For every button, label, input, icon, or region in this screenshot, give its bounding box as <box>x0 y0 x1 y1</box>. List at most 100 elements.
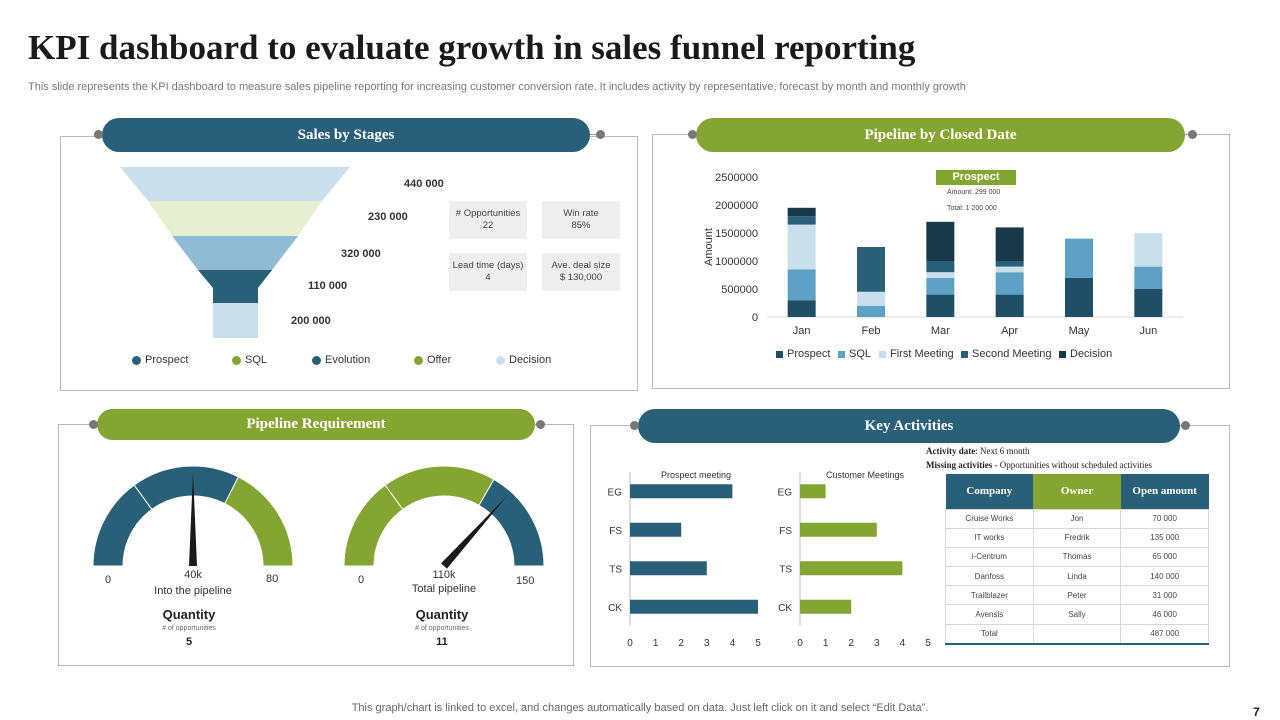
table-cell: Cruise Works <box>945 508 1034 529</box>
bar-segment-prospect <box>926 294 955 317</box>
stacked-bar-chart: 0 500000 1000000 1500000 2000000 2500000 Amoun… <box>703 172 1183 337</box>
sales-by-stages-header: Sales by Stages <box>94 118 605 152</box>
header-dot-left <box>688 130 697 139</box>
pipeline-closed-date-header: Pipeline by Closed Date <box>688 118 1197 152</box>
stat-win-rate: Win rate 85% <box>542 201 620 239</box>
quantity-title: Quantity <box>415 607 469 622</box>
funnel-legend-item: Decision <box>496 354 551 366</box>
funnel-legend-item: Prospect <box>132 354 188 366</box>
bar-segment-second-meeting <box>787 216 816 225</box>
bar-segment-second-meeting <box>926 261 955 273</box>
table-cell: 31 000 <box>1120 585 1209 606</box>
y-axis-title: Amount <box>703 228 715 266</box>
pipeline-requirement-header: Pipeline Requirement <box>89 409 545 440</box>
stat-deal-size: Ave. deal size $ 130,000 <box>542 253 620 291</box>
table-cell: Avensis <box>945 604 1034 625</box>
tooltip-amount: Amount: 299 000 <box>947 189 1001 196</box>
stat-value: 85% <box>571 220 591 231</box>
gauge-caption: Total pipeline <box>411 583 477 595</box>
stacked-legend-item: Decision <box>1059 348 1112 360</box>
gauge-min-label: 0 <box>358 574 365 586</box>
key-activities-title: Key Activities <box>864 417 954 434</box>
legend-swatch <box>776 350 783 358</box>
funnel-layer-evolution <box>172 236 298 270</box>
bar-segment-first-meeting <box>926 272 955 278</box>
bar <box>630 522 682 537</box>
bar-segment-sql <box>995 272 1024 295</box>
pipeline-closed-date-title: Pipeline by Closed Date <box>864 126 1017 143</box>
table-header-row: Company Owner Open amount <box>945 474 1209 509</box>
table-cell: Danfoss <box>945 566 1034 587</box>
legend-label: Evolution <box>325 354 371 366</box>
table-cell: Total <box>945 623 1034 644</box>
x-tick-label: Apr <box>1001 325 1018 337</box>
page-subtitle: This slide represents the KPI dashboard … <box>28 81 966 93</box>
x-tick-label: Jun <box>1139 325 1157 337</box>
bar <box>630 484 733 499</box>
missing-activities-label: Missing activities <box>926 460 993 470</box>
stacked-legend-item: Second Meeting <box>961 348 1052 360</box>
bar-segment-sql <box>926 277 955 295</box>
funnel-layer-prospect <box>120 167 350 201</box>
legend-label: Decision <box>1070 348 1113 360</box>
bar-segment-sql <box>787 269 816 301</box>
bar <box>800 561 903 576</box>
customer-meetings-chart: EG FS TS CK 0 1 2 3 4 5 <box>778 472 931 649</box>
open-amount-table: Company Owner Open amount Cruise Works Jo… <box>945 474 1209 644</box>
quantity-subtitle: # of opportunities <box>415 625 469 632</box>
header-connector-right <box>590 134 600 135</box>
table-cell: Sally <box>1032 604 1122 625</box>
bar-segment-sql <box>1065 238 1093 278</box>
category-label: FS <box>609 526 622 537</box>
key-activities-header: Key Activities <box>630 409 1190 443</box>
bar-segment-prospect <box>1065 277 1093 317</box>
x-tick-label: May <box>1069 325 1090 337</box>
quantity-title: Quantity <box>162 607 216 622</box>
prospect-meeting-chart: EG FS TS CK 0 1 2 3 4 5 <box>608 472 761 649</box>
gauge-max-label: 80 <box>266 573 279 585</box>
sales-by-stages-title: Sales by Stages <box>297 126 395 143</box>
gauge-into-pipeline <box>92 465 294 567</box>
x-tick-label: 1 <box>653 638 659 649</box>
bar-segment-decision <box>926 221 955 261</box>
y-tick-label: 1000000 <box>715 256 758 268</box>
table-cell: 70 000 <box>1120 508 1209 529</box>
bar-segment-prospect <box>1134 289 1163 317</box>
table-cell: Thomas <box>1032 546 1122 568</box>
stat-label: # Opportunities <box>455 208 521 219</box>
stat-label: Win rate <box>563 208 599 219</box>
bar <box>800 599 852 614</box>
stat-value: 22 <box>482 220 494 231</box>
bar <box>630 599 758 614</box>
table-row: Avensis Sally 46 000 <box>945 604 1209 625</box>
table-cell: 135 000 <box>1120 527 1209 548</box>
stat-label: Lead time (days) <box>452 260 524 271</box>
x-tick-label: 5 <box>755 638 761 649</box>
legend-swatch <box>232 355 241 365</box>
header-dot-right <box>1188 130 1197 139</box>
legend-swatch <box>414 355 423 365</box>
category-label: TS <box>609 564 622 575</box>
funnel-value-label: 230 000 <box>368 211 408 223</box>
y-tick-label: 0 <box>752 312 758 324</box>
gauge-segment <box>133 465 240 511</box>
table-row: i-Centrum Thomas 65 000 <box>945 546 1209 568</box>
table-row: Danfoss Linda 140 000 <box>945 566 1209 587</box>
column-header-open-amount: Open amount <box>1120 474 1209 509</box>
funnel-layer-sql <box>148 201 322 236</box>
tooltip-title: Prospect <box>936 170 1016 185</box>
activity-date-value: : Next 6 month <box>975 446 1030 456</box>
bar-segment-prospect <box>787 300 816 317</box>
gauge-value-label: 40k <box>184 569 202 581</box>
x-tick-label: Mar <box>931 325 950 337</box>
bar-segment-first-meeting <box>1134 233 1163 267</box>
legend-label: Offer <box>427 354 452 366</box>
x-tick-label: 3 <box>704 638 710 649</box>
stat-lead-time: Lead time (days) 4 <box>449 253 527 291</box>
header-dot-left <box>94 130 103 139</box>
gauge-max-label: 150 <box>516 575 535 587</box>
category-label: CK <box>778 603 792 614</box>
legend-label: First Meeting <box>890 348 954 360</box>
x-tick-label: 2 <box>678 638 684 649</box>
funnel-value-label: 320 000 <box>341 248 381 260</box>
